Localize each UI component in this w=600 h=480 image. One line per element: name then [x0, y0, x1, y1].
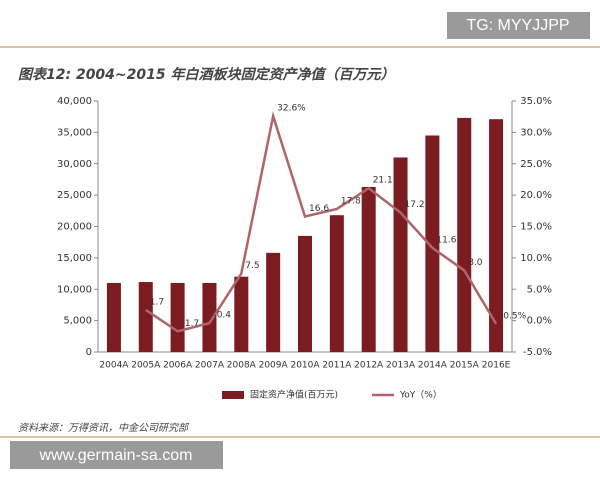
bar — [234, 276, 249, 352]
y-tick-label: 0 — [86, 347, 92, 358]
bar — [393, 157, 408, 352]
y-tick-label: 20,000 — [57, 222, 92, 233]
x-tick-label: 2004A — [99, 361, 129, 371]
x-tick-label: 2009A — [259, 361, 289, 371]
y2-tick-label: -5.0% — [523, 347, 552, 358]
bar — [425, 135, 440, 352]
x-tick-label: 2016E — [482, 361, 511, 371]
bar — [170, 282, 185, 352]
legend-label: 固定资产净值(百万元) — [250, 389, 338, 401]
data-label: 11.6 — [436, 235, 456, 245]
bar — [297, 235, 313, 352]
y-tick-label: 30,000 — [57, 159, 92, 170]
x-tick-label: 2014A — [418, 361, 448, 371]
data-label: 17.2 — [405, 200, 425, 210]
legend-label: YoY（%） — [399, 390, 442, 401]
x-tick-label: 2007A — [195, 361, 225, 371]
data-label: 17.8 — [341, 196, 361, 206]
x-tick-label: 2013A — [386, 361, 416, 371]
data-label: 32.6% — [277, 104, 306, 114]
data-label: 8.0 — [468, 258, 483, 268]
bar — [266, 252, 281, 352]
bar — [457, 117, 472, 352]
data-label: -1.7 — [182, 319, 200, 329]
chart-title: 图表12: 2004~2015 年白酒板块固定资产净值（百万元） — [18, 66, 395, 83]
bar — [106, 282, 121, 352]
y-tick-label: 40,000 — [57, 96, 92, 107]
bar — [361, 186, 376, 352]
data-label: 21.1 — [373, 176, 393, 186]
data-label: -0.5% — [500, 311, 527, 321]
watermark: www.germain-sa.com — [39, 447, 193, 464]
x-tick-label: 2006A — [163, 361, 193, 371]
y-tick-label: 35,000 — [57, 127, 92, 138]
y2-tick-label: 30.0% — [520, 127, 552, 138]
data-label: 16.6 — [309, 204, 329, 214]
y2-tick-label: 5.0% — [527, 284, 552, 295]
data-label: 1.7 — [150, 297, 164, 307]
legend-swatch — [222, 391, 244, 399]
y-tick-label: 15,000 — [57, 253, 92, 264]
bar — [138, 282, 153, 352]
y2-tick-label: 0.0% — [527, 316, 552, 327]
x-tick-label: 2010A — [290, 361, 320, 371]
bar — [202, 282, 217, 352]
data-label: -0.4 — [213, 311, 231, 321]
y2-tick-label: 15.0% — [520, 222, 552, 233]
source-note: 资料来源：万得资讯，中金公司研究部 — [18, 422, 190, 434]
y-tick-label: 25,000 — [57, 190, 92, 201]
data-label: 7.5 — [245, 261, 259, 271]
line — [145, 111, 498, 333]
y-tick-label: 10,000 — [57, 284, 92, 295]
y2-tick-label: 10.0% — [520, 253, 552, 264]
x-tick-label: 2012A — [354, 361, 384, 371]
y2-tick-label: 35.0% — [520, 96, 552, 107]
watermark: TG: MYYJJPP — [466, 17, 569, 34]
x-tick-label: 2015A — [450, 361, 480, 371]
y2-tick-label: 20.0% — [520, 190, 552, 201]
x-tick-label: 2008A — [227, 361, 257, 371]
bar — [329, 215, 344, 352]
y2-tick-label: 25.0% — [520, 159, 552, 170]
x-tick-label: 2005A — [131, 361, 161, 371]
watermark-box — [10, 441, 223, 469]
x-tick-label: 2011A — [322, 361, 352, 371]
y-tick-label: 5,000 — [63, 316, 92, 327]
watermark-box — [447, 12, 590, 39]
bar — [489, 119, 504, 352]
